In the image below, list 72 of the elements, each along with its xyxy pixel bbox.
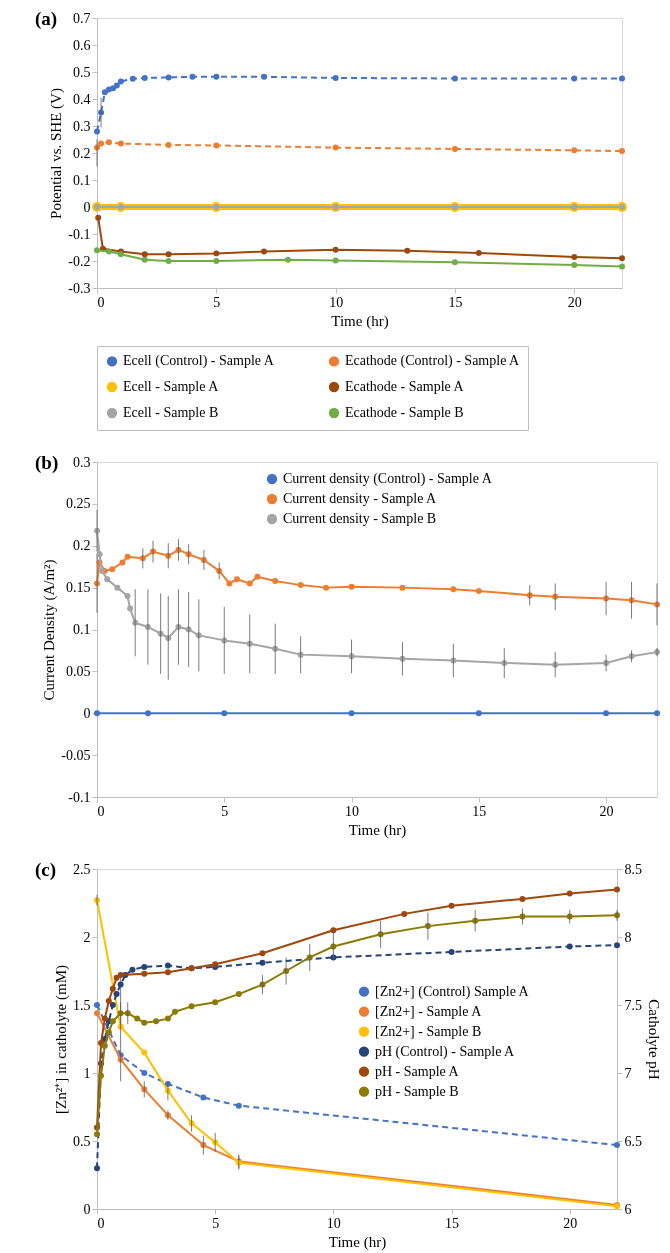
y-tick-label: 0.05 — [66, 663, 91, 679]
x-tick-label: 0 — [97, 294, 105, 310]
y-tick-label: 0.2 — [73, 145, 91, 161]
x-tick-label: 15 — [448, 294, 463, 310]
y-axis-title: [Zn²⁺] in catholyte (mM) — [53, 964, 70, 1115]
legend-label: pH (Control) - Sample A — [375, 1043, 516, 1060]
legend-label: Ecell (Control) - Sample A — [123, 353, 275, 370]
legend-label: Ecathode - Sample A — [345, 379, 465, 394]
legend-label: Ecathode - Sample B — [345, 405, 464, 420]
x-tick-label: 5 — [221, 803, 229, 819]
x-tick-label: 10 — [345, 803, 360, 819]
chart-title: (c) — [35, 859, 57, 881]
y-tick-label: -0.05 — [61, 747, 91, 763]
y-tick-label: 0.4 — [73, 91, 91, 107]
y-tick-label: 1 — [83, 1065, 91, 1081]
x-tick-label: 15 — [472, 803, 487, 819]
y-tick-label: 0.5 — [73, 1133, 91, 1149]
x-axis-title: Time (hr) — [348, 821, 407, 839]
y-axis-title: Current Density (A/m²) — [41, 559, 59, 701]
y-tick-label: -0.1 — [68, 226, 91, 242]
legend-label: Current density - Sample B — [283, 511, 437, 526]
x-tick-label: 0 — [97, 803, 105, 819]
x-tick-label: 0 — [97, 1215, 105, 1231]
y2-tick-label: 6 — [624, 1201, 632, 1217]
x-axis-title: Time (hr) — [331, 312, 389, 330]
y-tick-label: 0.2 — [73, 538, 91, 554]
legend-label: [Zn2+] - Sample A — [375, 1003, 483, 1019]
x-tick-label: 20 — [563, 1215, 578, 1231]
x-tick-label: 20 — [599, 803, 614, 819]
x-tick-label: 20 — [567, 294, 582, 310]
y-tick-label: 0.6 — [73, 37, 91, 53]
x-tick-label: 15 — [445, 1215, 460, 1231]
y2-tick-label: 8 — [624, 929, 632, 945]
x-tick-label: 10 — [326, 1215, 341, 1231]
legend-label: pH - Sample A — [375, 1063, 460, 1079]
legend-label: [Zn2+] - Sample B — [375, 1023, 482, 1039]
legend-label: Ecell - Sample A — [123, 379, 220, 394]
x-tick-label: 10 — [329, 294, 344, 310]
y2-tick-label: 6.5 — [624, 1133, 642, 1149]
y-tick-label: 0.3 — [73, 454, 91, 470]
y-tick-label: 0.1 — [73, 172, 91, 188]
x-axis-title: Time (hr) — [328, 1233, 387, 1251]
y-tick-label: 0.3 — [73, 118, 91, 134]
y-tick-label: 0.25 — [66, 496, 91, 512]
y-tick-label: 0.5 — [73, 64, 91, 80]
y2-tick-label: 7 — [624, 1065, 632, 1081]
legend-label: pH - Sample B — [375, 1083, 459, 1099]
y-tick-label: 0.7 — [73, 10, 91, 26]
legend-label: [Zn2+] (Control) Sample A — [375, 983, 530, 1000]
y2-tick-label: 7.5 — [624, 997, 642, 1013]
legend-label: Ecathode (Control) - Sample A — [345, 353, 521, 370]
y2-tick-label: 8.5 — [624, 861, 642, 877]
x-tick-label: 5 — [212, 1215, 220, 1231]
y2-axis-title: Catholyte pH — [646, 999, 662, 1080]
legend-label: Current density - Sample A — [283, 491, 438, 506]
y-tick-label: 2 — [83, 929, 91, 945]
y-tick-label: 0 — [83, 1201, 91, 1217]
y-axis-title: Potential vs. SHE (V) — [48, 88, 66, 219]
x-tick-label: 5 — [213, 294, 221, 310]
y-tick-label: 0 — [83, 199, 91, 215]
y-tick-label: 1.5 — [73, 997, 91, 1013]
y-tick-label: 0.15 — [66, 580, 91, 596]
legend-label: Ecell - Sample B — [123, 405, 219, 420]
y-tick-label: -0.3 — [68, 280, 91, 296]
chart-title: (a) — [35, 8, 58, 30]
y-tick-label: -0.2 — [68, 253, 91, 269]
chart-title: (b) — [35, 452, 59, 474]
y-tick-label: 0.1 — [73, 622, 91, 637]
y-tick-label: 0 — [83, 705, 91, 721]
y-tick-label: -0.1 — [68, 789, 91, 805]
y-tick-label: 2.5 — [73, 861, 91, 877]
legend-label: Current density (Control) - Sample A — [283, 471, 493, 487]
